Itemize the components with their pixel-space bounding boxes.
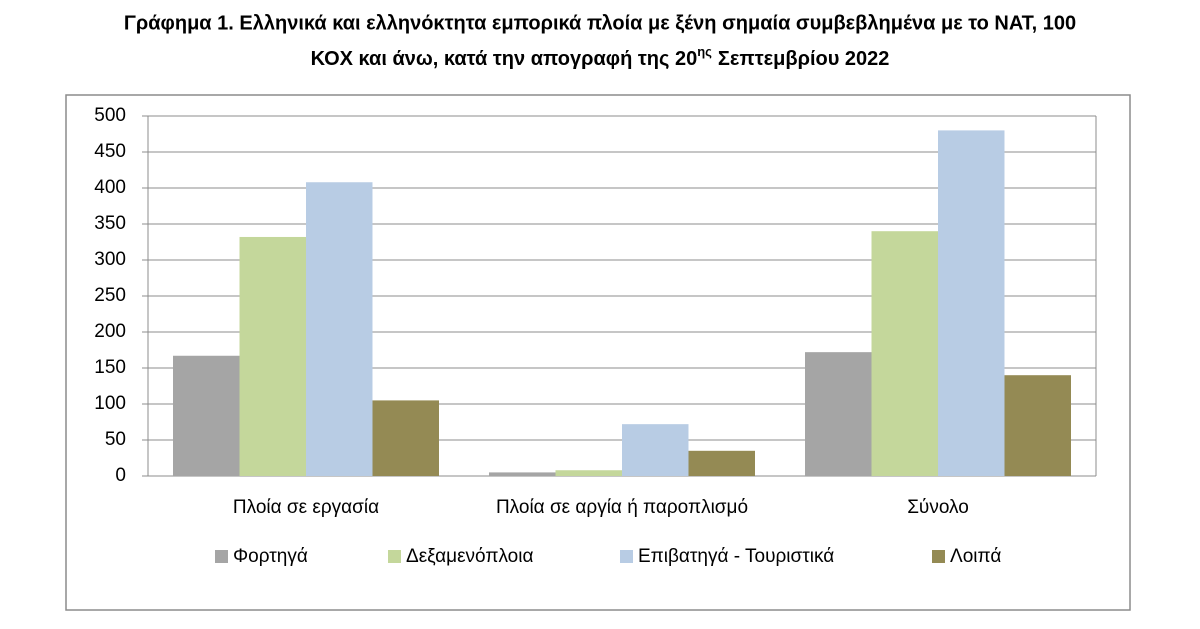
title-superscript: ης — [697, 44, 712, 59]
bar — [555, 470, 622, 476]
chart-title: ΚΟΧ και άνω, κατά την απογραφή της 20ης Σ… — [311, 44, 890, 70]
bar — [805, 352, 872, 476]
legend-label: Λοιπά — [950, 546, 1001, 567]
y-tick-label: 250 — [94, 285, 126, 306]
y-tick-label: 150 — [94, 357, 126, 378]
bar — [489, 472, 556, 476]
x-tick-label: Πλοία σε αργία ή παροπλισμό — [496, 497, 748, 518]
bar — [239, 236, 306, 476]
chart-title: Γράφημα 1. Ελληνικά και ελληνόκτητα εμπο… — [124, 12, 1076, 34]
y-tick-label: 50 — [105, 429, 126, 450]
y-tick-label: 100 — [94, 393, 126, 414]
legend-swatch — [620, 550, 633, 563]
legend-label: Δεξαμενόπλοια — [406, 546, 533, 567]
bar — [173, 355, 240, 476]
bar — [306, 182, 373, 477]
bar — [1004, 375, 1071, 476]
bar — [622, 424, 689, 476]
bar — [688, 450, 755, 476]
bar — [871, 231, 938, 476]
y-tick-label: 200 — [94, 321, 126, 342]
y-tick-label: 400 — [94, 177, 126, 198]
y-tick-label: 0 — [115, 465, 126, 486]
legend-label: Φορτηγά — [233, 546, 308, 567]
y-tick-label: 500 — [94, 105, 126, 126]
y-tick-label: 300 — [94, 249, 126, 270]
legend-swatch — [932, 550, 945, 563]
y-tick-label: 450 — [94, 141, 126, 162]
bar — [372, 400, 439, 476]
chart-frame — [65, 94, 1131, 611]
legend-swatch — [215, 550, 228, 563]
legend-label: Επιβατηγά - Τουριστικά — [638, 546, 834, 567]
legend-swatch — [388, 550, 401, 563]
x-tick-label: Σύνολο — [907, 497, 969, 518]
bar — [938, 130, 1005, 476]
y-tick-label: 350 — [94, 213, 126, 234]
title-part: ΚΟΧ και άνω, κατά την απογραφή της 20 — [311, 48, 698, 70]
x-tick-label: Πλοία σε εργασία — [233, 497, 379, 518]
title-part: Σεπτεμβρίου 2022 — [718, 48, 890, 70]
